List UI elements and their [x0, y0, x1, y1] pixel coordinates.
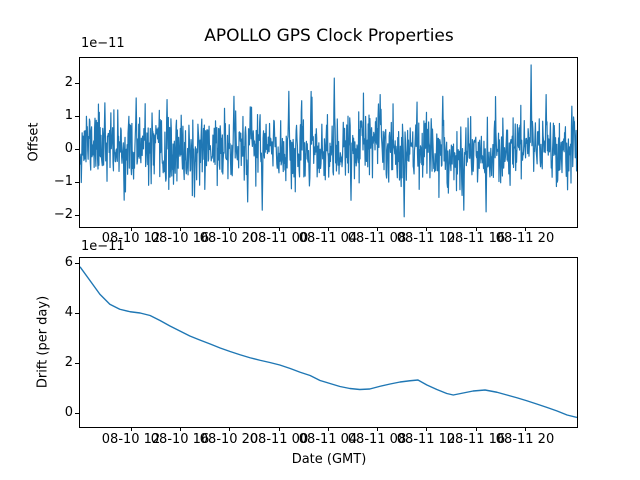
bottom-y-tick-label: 6: [64, 255, 73, 270]
top-x-tick-label: 08-10 12: [101, 231, 161, 246]
bottom-y-tickmark: [75, 263, 79, 264]
bottom-x-tick-label: 08-11 08: [347, 432, 407, 447]
top-x-tick-label: 08-11 20: [495, 231, 555, 246]
top-x-tickmark: [180, 227, 181, 231]
top-scale-factor-label: 1e−11: [81, 36, 125, 51]
bottom-x-tickmark: [229, 427, 230, 431]
top-x-tick-label: 08-11 04: [298, 231, 358, 246]
top-x-tick-label: 08-11 00: [249, 231, 309, 246]
bottom-x-tick-label: 08-11 00: [249, 432, 309, 447]
drift-plot-canvas: [80, 266, 577, 419]
top-y-tick-label: −2: [53, 207, 73, 222]
top-x-tick-label: 08-11 12: [396, 231, 456, 246]
bottom-y-tick-label: 4: [64, 305, 73, 320]
bottom-x-tick-label: 08-10 12: [101, 432, 161, 447]
top-y-tickmark: [75, 182, 79, 183]
top-x-tickmark: [426, 227, 427, 231]
bottom-x-tick-label: 08-11 20: [495, 432, 555, 447]
top-x-tickmark: [328, 227, 329, 231]
bottom-x-tickmark: [525, 427, 526, 431]
x-axis-label: Date (GMT): [291, 452, 367, 467]
top-x-tick-label: 08-10 20: [199, 231, 259, 246]
top-x-tick-label: 08-10 16: [150, 231, 210, 246]
top-y-tick-label: 2: [64, 75, 73, 90]
top-y-tick-label: 1: [64, 108, 73, 123]
bottom-x-tickmark: [131, 427, 132, 431]
bottom-x-tickmark: [279, 427, 280, 431]
drift-plot-area: [79, 257, 578, 428]
bottom-x-tick-label: 08-10 20: [199, 432, 259, 447]
top-x-tickmark: [377, 227, 378, 231]
top-x-tickmark: [525, 227, 526, 231]
bottom-y-tick-label: 2: [64, 355, 73, 370]
top-x-tickmark: [279, 227, 280, 231]
bottom-y-tickmark: [75, 313, 79, 314]
bottom-x-tick-label: 08-11 16: [446, 432, 506, 447]
bottom-y-tickmark: [75, 413, 79, 414]
offset-noise-line: [80, 64, 577, 218]
top-x-tick-label: 08-11 08: [347, 231, 407, 246]
bottom-y-tickmark: [75, 363, 79, 364]
bottom-x-tickmark: [180, 427, 181, 431]
top-x-tickmark: [131, 227, 132, 231]
bottom-x-tick-label: 08-11 04: [298, 432, 358, 447]
top-y-tickmark: [75, 149, 79, 150]
bottom-x-tickmark: [377, 427, 378, 431]
top-y-tickmark: [75, 215, 79, 216]
bottom-x-tickmark: [426, 427, 427, 431]
top-y-tick-label: 0: [64, 141, 73, 156]
top-y-tick-label: −1: [53, 174, 73, 189]
bottom-x-tick-label: 08-11 12: [396, 432, 456, 447]
top-x-tickmark: [229, 227, 230, 231]
bottom-x-tickmark: [328, 427, 329, 431]
bottom-y-tick-label: 0: [64, 405, 73, 420]
bottom-scale-factor-label: 1e−11: [81, 239, 125, 254]
top-y-tickmark: [75, 83, 79, 84]
chart-title: APOLLO GPS Clock Properties: [204, 26, 454, 46]
top-x-tick-label: 08-11 16: [446, 231, 506, 246]
offset-plot-area: [79, 57, 578, 228]
offset-plot-canvas: [80, 64, 577, 218]
top-y-tickmark: [75, 116, 79, 117]
bottom-x-tickmark: [476, 427, 477, 431]
top-x-tickmark: [476, 227, 477, 231]
bottom-x-tick-label: 08-10 16: [150, 432, 210, 447]
drift-line: [80, 266, 577, 419]
